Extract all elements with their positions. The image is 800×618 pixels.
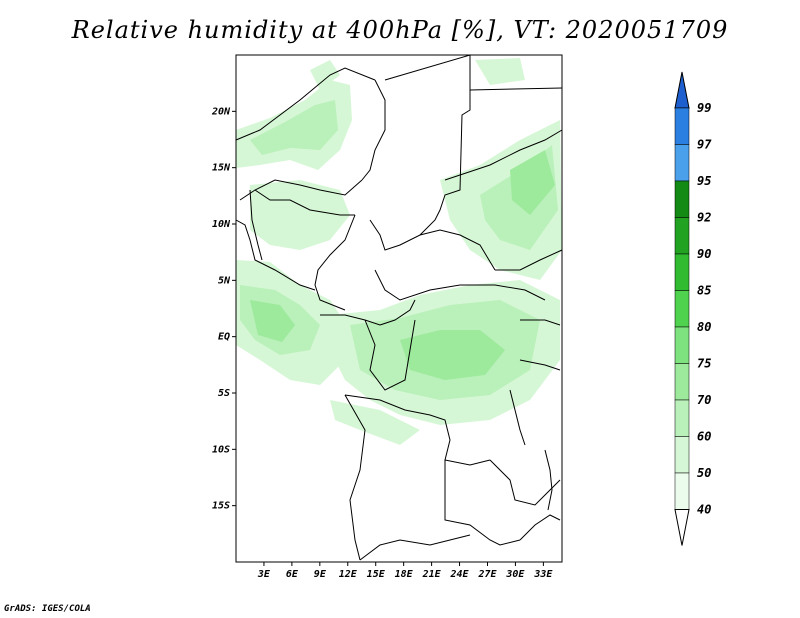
humidity-patch-nigeria [250,180,350,250]
border-east [495,249,563,271]
lon-tick-label: 21E [422,569,442,580]
colorbar-level-label: 95 [697,174,711,188]
humidity-patch-gulf-core [250,300,295,342]
border-libya [361,79,386,181]
lon-tick-label: 12E [339,569,358,580]
border-zambia [489,459,561,506]
colorbar-segment [674,472,690,510]
lat-tick-label: 20N [211,106,231,117]
colorbar-level-label: 40 [697,503,711,517]
colorbar-bottom-triangle [674,509,690,546]
colorbar-segment [674,253,690,291]
lon-tick-label: 18E [395,569,414,580]
lat-tick-label: 10N [212,219,231,230]
lon-tick-label: 3E [257,569,271,580]
colorbar-segment [674,107,690,145]
border-tanzania [519,359,561,371]
lon-tick-label: 15E [367,569,386,580]
colorbar-segment [674,217,690,255]
border-ghana [249,189,263,261]
colorbar-level-label: 92 [697,211,711,225]
border-drc-angola [344,394,491,466]
colorbar-segment [674,290,690,328]
border-chad-car [369,219,496,271]
colorbar-level-label: 50 [697,466,711,480]
humidity-patch-sahel-west-inner [250,100,338,155]
border-mozambique [519,514,561,541]
map-frame [235,54,563,563]
country-boundaries [235,54,563,561]
lat-tick-label: 15S [212,501,230,512]
border-angola-south [344,394,366,561]
longitude-axis: 3E 6E 9E 12E 15E 18E 21E 24E 27E 30E 33E [257,562,553,580]
lon-tick-label: 6E [286,569,299,580]
border-sudan-ssudan [469,87,563,91]
colorbar-segment [674,326,690,364]
border-angola-zambia [444,460,521,546]
colorbar-segment [674,180,690,218]
lon-tick-label: 24E [450,569,470,580]
lat-tick-label: 5N [218,275,231,286]
lon-tick-label: 9E [314,569,327,580]
border-uganda [520,319,561,326]
colorbar: 99 97 95 92 90 85 80 75 70 60 50 40 [674,71,712,546]
colorbar-segment [674,399,690,437]
border-gabon-congo [320,299,416,326]
lat-tick-label: 5S [218,388,230,399]
border-ethiopia [444,129,563,181]
lat-tick-label: 15N [212,163,231,174]
border-chad-sudan [384,54,471,236]
border-cameroon [314,214,356,311]
colorbar-level-label: 70 [697,393,711,407]
colorbar-level-label: 97 [697,138,712,152]
colorbar-segment [674,144,690,182]
border-nigeria [254,189,355,216]
lon-tick-label: 33E [533,569,553,580]
humidity-patch-congo-core [400,330,505,380]
lat-tick-label: EQ [218,332,230,343]
humidity-patch-north [310,60,340,90]
lon-tick-label: 27E [477,569,497,580]
colorbar-level-label: 90 [697,247,711,261]
grads-credit: GrADS: IGES/COLA [4,604,91,614]
humidity-shading [236,58,562,445]
colorbar-level-label: 75 [697,357,711,371]
humidity-patch-ethiopia-core [510,150,555,215]
colorbar-top-triangle [674,71,690,109]
colorbar-segment [674,436,690,474]
colorbar-level-label: 85 [697,284,711,298]
colorbar-level-label: 80 [697,320,711,334]
latitude-axis: 20N 15N 10N 5N EQ 5S 10S 15S [211,106,236,512]
border-car-drc [374,269,546,301]
border-lake-tanganyika [509,389,526,446]
border-lake-malawi [544,449,553,511]
humidity-patch-ne [475,58,525,85]
colorbar-segment [674,363,690,401]
lon-tick-label: 30E [505,569,525,580]
humidity-patch-angola [330,400,420,445]
chart-title: Relative humidity at 400hPa [%], VT: 202… [71,16,729,44]
border-south [359,534,471,561]
colorbar-level-label: 99 [697,101,711,115]
border-west-coast [235,219,316,291]
lat-tick-label: 10S [212,444,230,455]
colorbar-level-label: 60 [697,430,711,444]
border-algeria-niger [235,67,376,141]
border-congo-drc [364,319,416,391]
